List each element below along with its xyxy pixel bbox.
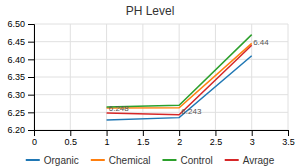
annotations: 6.248 6.243 6.44 [109,38,270,116]
chart-title: PH Level [126,4,175,18]
grid-line-x [106,24,107,130]
x-axis-tick-label: 3.5 [282,137,295,147]
y-axis-tick: 6.20 [7,125,34,135]
grid-line-y [34,41,288,42]
x-axis-tick-mark [107,130,108,136]
grid-line-y [34,77,288,78]
x-axis-tick: 2.5 [210,130,223,147]
x-axis-tick-label: 2 [177,137,182,147]
y-axis: 6.20 6.25 6.30 6.35 6.40 6.45 6.50 [7,19,34,135]
x-axis-tick-label: 3 [250,137,255,147]
legend-item: Avrage [225,155,275,166]
y-axis-tick-label: 6.45 [7,37,25,47]
x-axis-tick: 3 [250,130,255,147]
legend-label: Avrage [243,155,275,166]
y-axis-tick-mark [28,130,34,131]
x-axis-domain [35,131,289,137]
legend-label: Chemical [109,155,151,166]
x-axis-tick-label: 1.5 [137,137,150,147]
series-line [107,43,252,108]
annotation: 6.44 [253,38,269,47]
grid-line-x [70,24,71,130]
x-axis-tick-mark [288,130,289,136]
x-axis-tick-label: 1 [105,137,110,147]
y-axis-tick: 6.45 [7,37,34,47]
y-axis-tick-label: 6.25 [7,108,25,118]
annotation: 6.248 [109,104,130,113]
legend-swatch [225,159,239,161]
y-axis-tick-label: 6.30 [7,90,25,100]
legend-item: Organic [26,155,79,166]
grid-line-y [34,112,288,113]
y-axis-tick: 6.40 [7,55,34,65]
x-axis-tick-mark [252,130,253,136]
grid-line-y [34,59,288,60]
series-line [107,45,252,115]
y-axis-tick-label: 6.50 [7,19,25,29]
x-axis-tick-mark [143,130,144,136]
x-axis-tick: 3.5 [282,130,295,147]
y-axis-tick: 6.30 [7,90,34,100]
x-axis-tick: 2 [177,130,182,147]
x-axis-tick: 0.5 [65,130,78,147]
chart-container: PH Level 0 0.5 1 1.5 2 2.5 3 3.5 6.20 6.25 6.30 6.35… [0,0,300,168]
grid-line-y [34,94,288,95]
legend-swatch [162,159,176,161]
plot-marks [107,35,252,121]
y-axis-tick-label: 6.40 [7,55,25,65]
legend: Organic Chemical Control Avrage [26,155,275,166]
y-axis-tick-label: 6.20 [7,125,25,135]
y-axis-tick-mark [28,42,34,43]
legend-swatch [91,159,105,161]
y-axis-domain [28,25,35,131]
y-axis-tick-mark [28,95,34,96]
legend-item: Chemical [91,155,151,166]
y-axis-tick-label: 6.35 [7,72,25,82]
y-axis-tick-mark [28,24,34,25]
grid-line-x [215,24,216,130]
x-axis-tick-label: 0.5 [65,137,78,147]
legend-swatch [26,159,40,161]
y-axis-tick-mark [28,77,34,78]
x-axis-tick-mark [70,130,71,136]
y-axis-tick-mark [28,59,34,60]
legend-label: Control [180,155,212,166]
grid-line-x [251,24,252,130]
y-axis-tick: 6.50 [7,19,34,29]
x-axis-tick-mark [179,130,180,136]
y-axis-tick: 6.25 [7,108,34,118]
grid-line-x [288,24,289,130]
x-axis-tick-mark [215,130,216,136]
x-axis-tick-label: 0 [32,137,37,147]
chart-svg: PH Level 0 0.5 1 1.5 2 2.5 3 3.5 6.20 6.25 6.30 6.35… [0,0,300,168]
x-axis-tick: 1.5 [137,130,150,147]
x-axis: 0 0.5 1 1.5 2 2.5 3 3.5 [32,130,295,147]
legend-item: Control [162,155,212,166]
grid [34,24,288,130]
x-axis-tick-label: 2.5 [210,137,223,147]
x-axis-tick: 1 [105,130,110,147]
legend-label: Organic [44,155,79,166]
grid-line-y [34,24,288,25]
y-axis-tick: 6.35 [7,72,34,82]
y-axis-tick-mark [28,112,34,113]
series-line [107,35,252,107]
annotation: 6.243 [181,107,202,116]
x-axis-tick: 0 [32,130,37,147]
